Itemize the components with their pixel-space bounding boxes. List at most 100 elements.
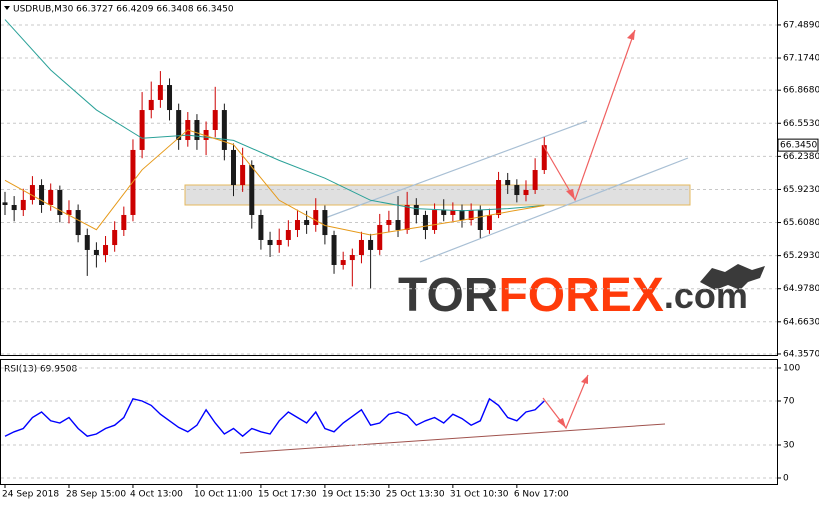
candle-body [103, 245, 109, 255]
y-tick-label: 30 [783, 441, 795, 451]
y-tick-label: 65.2930 [783, 251, 819, 261]
rsi-panel [0, 359, 778, 485]
candle-body [20, 199, 26, 211]
candle-body [2, 202, 8, 205]
moving-average [4, 129, 545, 236]
rsi-title: RSI(13) 69.9508 [4, 365, 77, 375]
y-tick-label: 66.2380 [783, 152, 819, 162]
candle-body [29, 185, 35, 200]
moving-average [4, 19, 545, 212]
y-tick-label: 65.9230 [783, 185, 819, 195]
candle-body [57, 189, 63, 215]
x-tick-label: 25 Oct 13:30 [386, 490, 445, 500]
last-price-label: 66.3450 [780, 141, 817, 151]
candle-body [212, 110, 218, 130]
candle-body [48, 189, 54, 205]
candle-body [121, 214, 127, 230]
logo-bull [700, 264, 765, 290]
x-tick-label: 15 Oct 17:30 [258, 490, 317, 500]
candle-body [349, 254, 355, 261]
x-tick-label: 24 Sep 2018 [2, 490, 59, 500]
y-tick-label: 64.6630 [783, 317, 819, 327]
candle-body [84, 235, 90, 250]
candle-body [75, 210, 81, 236]
candle-body [93, 249, 99, 255]
candle-body [304, 220, 310, 225]
candle-body [459, 210, 465, 221]
candle-body [541, 145, 547, 171]
logo-part: TOR [398, 269, 498, 322]
candle-body [404, 204, 410, 230]
candle-body [11, 204, 17, 211]
support-zone [184, 184, 691, 206]
candle-body [377, 224, 383, 250]
candle-body [249, 164, 255, 215]
channel-lower [419, 157, 689, 263]
x-tick-label: 10 Oct 11:00 [194, 490, 253, 500]
candle-body [112, 229, 118, 246]
candle-body [194, 120, 200, 140]
arrow-head [557, 375, 588, 428]
x-tick-label: 31 Oct 10:30 [450, 490, 509, 500]
candle-body [267, 239, 273, 246]
logo-part: FOREX [498, 269, 663, 322]
x-tick-label: 4 Oct 13:00 [130, 490, 183, 500]
channel-upper [324, 120, 588, 219]
candle-body [532, 170, 538, 190]
price-panel [0, 0, 778, 356]
candle-body [496, 179, 502, 215]
y-tick-label: 64.3570 [783, 349, 819, 359]
x-tick-label: 6 Nov 17:00 [514, 490, 569, 500]
candle-body [176, 110, 182, 140]
candle-body [432, 210, 438, 230]
candle-body [331, 235, 337, 265]
candle-body [477, 210, 483, 230]
candle-body [322, 210, 328, 236]
candle-body [240, 164, 246, 186]
candle-body [523, 189, 529, 196]
candle-body [285, 229, 291, 240]
candle-body [422, 214, 428, 230]
y-tick-label: 67.1740 [783, 54, 819, 64]
candle-body [39, 185, 45, 205]
title-marker [4, 6, 10, 10]
candle-body [203, 129, 209, 140]
x-tick-label: 19 Oct 15:30 [322, 490, 381, 500]
y-tick-label: 64.9780 [783, 284, 819, 294]
candle-body [221, 110, 227, 150]
candle-body [468, 210, 474, 221]
y-tick-label: 0 [783, 474, 789, 484]
logo-tor: TORFOREX.com [398, 269, 748, 322]
candle-body [139, 110, 145, 150]
candle-body [340, 260, 346, 265]
candle-body [157, 85, 163, 100]
candle-body [395, 220, 401, 230]
candle-body [258, 214, 264, 240]
candle-body [66, 210, 72, 215]
candle-body [167, 85, 173, 111]
last-price-box [777, 138, 819, 152]
candle-body [386, 220, 392, 225]
y-tick-label: 65.6080 [783, 218, 819, 228]
x-tick-label: 28 Sep 15:00 [66, 490, 126, 500]
y-tick-label: 70 [783, 397, 795, 407]
rsi-line [4, 397, 545, 438]
candle-body [313, 210, 319, 225]
y-tick-label: 100 [783, 364, 800, 374]
candle-body [358, 239, 364, 255]
chart-title: USDRUB,M30 66.3727 66.4209 66.3408 66.34… [13, 5, 234, 15]
y-tick-label: 66.8680 [783, 86, 819, 96]
candle-body [441, 210, 447, 215]
candle-body [486, 214, 492, 230]
rsi-trendline [239, 423, 666, 454]
candle-body [450, 210, 456, 215]
candle-body [413, 204, 419, 215]
y-tick-label: 66.5530 [783, 119, 819, 129]
watermark: TORFOREX.com [398, 264, 765, 322]
candle-body [368, 239, 374, 250]
candle-body [231, 149, 236, 186]
candle-body [148, 99, 154, 111]
y-tick-label: 67.4890 [783, 20, 819, 30]
